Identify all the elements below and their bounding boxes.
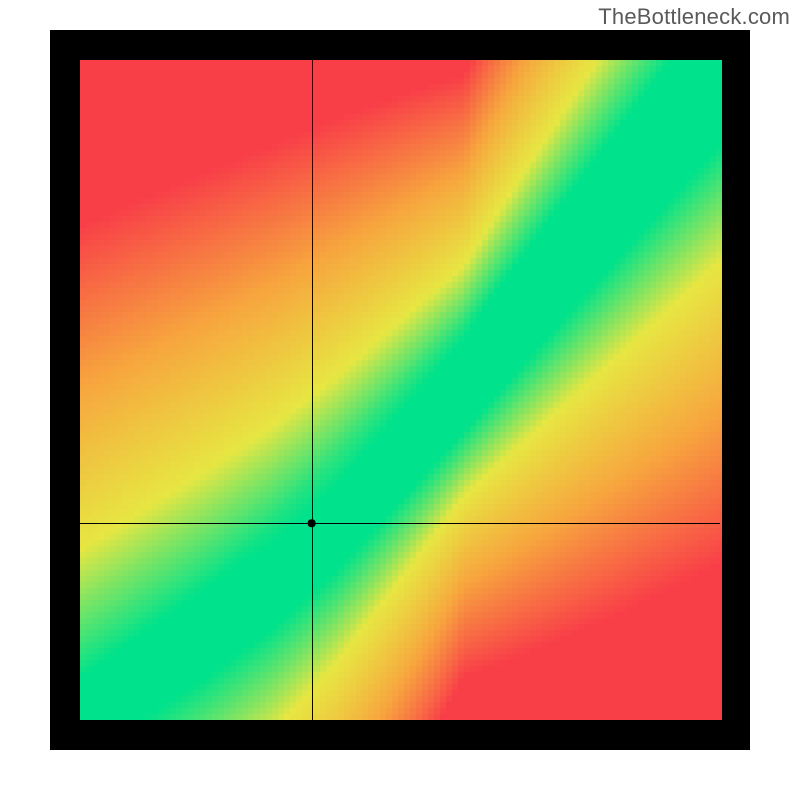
heatmap-canvas [50, 30, 750, 750]
bottleneck-heatmap [50, 30, 750, 750]
watermark-text: TheBottleneck.com [598, 4, 790, 30]
